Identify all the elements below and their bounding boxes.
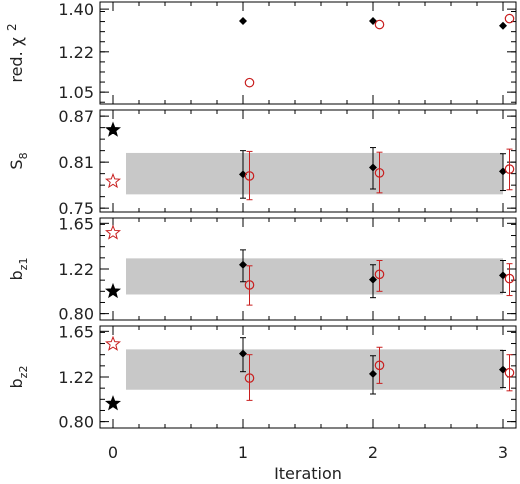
x-tick-label: 1: [238, 443, 248, 462]
y-axis-label-superscript: 2: [5, 23, 19, 31]
panel-4: 0.80 1.22 1.65 bz2 0 1 2 3: [7, 322, 517, 462]
diamond-marker: [369, 369, 377, 378]
panel-2: 0.75 0.81 0.87 S8: [7, 107, 517, 218]
panel-3: 0.80 1.22 1.65 bz1: [7, 214, 517, 324]
y-tick-label: 0.87: [58, 107, 94, 126]
y-axis-label: S8: [7, 152, 30, 169]
y-tick-label: 1.22: [58, 368, 94, 387]
diamond-marker: [239, 16, 247, 25]
y-tick-label: 1.22: [58, 43, 94, 62]
star-marker-open: [105, 172, 121, 189]
y-tick-label: 1.22: [58, 260, 94, 279]
panel-frame: [99, 109, 517, 213]
circle-marker: [374, 360, 385, 371]
circle-marker: [244, 77, 255, 88]
circle-marker: [244, 171, 255, 181]
circle-marker: [374, 19, 385, 30]
y-tick-label: 1.40: [58, 0, 94, 19]
y-tick-label: 1.65: [58, 322, 94, 341]
diamond-marker: [239, 349, 247, 358]
x-tick-label: 0: [108, 443, 118, 462]
diamond-marker: [499, 21, 507, 30]
y-axis-label-subscript: 8: [17, 152, 30, 159]
diamond-marker: [369, 275, 377, 284]
star-marker-filled: [105, 121, 121, 137]
circle-marker: [374, 168, 385, 178]
confidence-band: [126, 258, 503, 295]
y-axis-label-main: red. χ: [7, 37, 26, 83]
confidence-band: [126, 349, 503, 390]
y-axis-label-main: S: [7, 159, 26, 169]
y-axis-label-subscript: z2: [17, 366, 30, 379]
circle-marker: [504, 164, 515, 174]
y-tick-label: 0.75: [58, 199, 94, 218]
confidence-band: [126, 152, 503, 195]
circle-marker: [504, 13, 515, 24]
y-tick-label: 0.80: [58, 413, 94, 432]
y-axis-label: bz2: [7, 366, 30, 389]
star-marker-filled: [105, 282, 121, 299]
x-axis-label: Iteration: [274, 464, 342, 483]
y-axis-label: bz1: [7, 258, 30, 281]
panel-1: 1.05 1.22 1.40 red. χ 2: [5, 0, 517, 105]
diamond-marker: [239, 260, 247, 269]
y-tick-label: 0.81: [58, 153, 94, 172]
star-marker-open: [105, 335, 121, 351]
y-axis-label-main: b: [7, 378, 26, 388]
y-axis-label-main: b: [7, 270, 26, 280]
star-marker-open: [105, 224, 121, 240]
panel-frame: [99, 1, 517, 105]
y-tick-label: 1.05: [58, 83, 94, 102]
diamond-marker: [369, 163, 377, 172]
circle-marker: [504, 367, 515, 378]
y-axis-label: red. χ 2: [5, 23, 26, 82]
x-tick-label: 3: [498, 443, 508, 462]
y-axis-label-subscript: z1: [17, 258, 30, 271]
y-tick-label: 0.80: [58, 305, 94, 324]
y-tick-label: 1.65: [58, 214, 94, 233]
circle-marker: [244, 373, 255, 383]
x-tick-label: 2: [368, 443, 378, 462]
circle-marker: [504, 273, 515, 284]
star-marker-filled: [105, 395, 121, 411]
circle-marker: [244, 280, 255, 290]
circle-marker: [374, 269, 385, 280]
